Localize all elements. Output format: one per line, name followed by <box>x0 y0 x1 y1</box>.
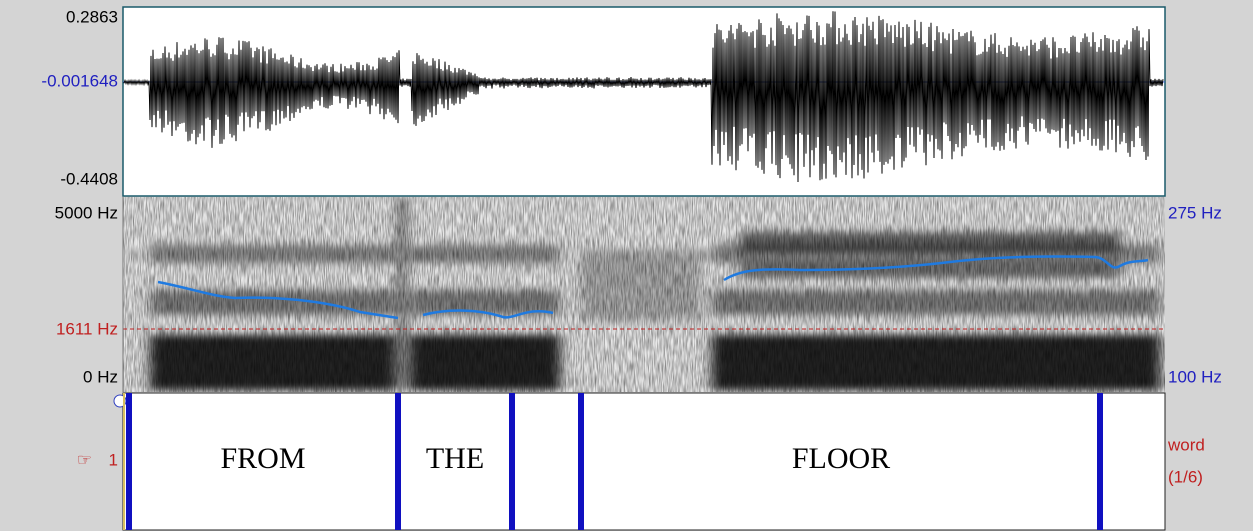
tier-marker[interactable]: ☞ <box>77 450 92 469</box>
spectrogram-max: 5000 Hz <box>55 203 118 222</box>
tier-name: word <box>1167 435 1205 454</box>
pitch-max: 275 Hz <box>1168 203 1222 222</box>
waveform-max: 0.2863 <box>66 7 118 26</box>
spectrogram-cursor: 1611 Hz <box>56 319 118 338</box>
waveform-cursor-value: -0.001648 <box>41 71 118 90</box>
spectrogram <box>123 197 1165 392</box>
interval-label[interactable]: FLOOR <box>792 442 890 475</box>
tier-count: (1/6) <box>1168 467 1203 486</box>
boundary[interactable] <box>509 393 515 530</box>
boundary[interactable] <box>126 393 132 530</box>
waveform-min: -0.4408 <box>60 169 118 188</box>
boundary[interactable] <box>578 393 584 530</box>
sound-editor: 0.2863 -0.001648 -0.4408 5000 Hz 1611 Hz… <box>0 0 1253 531</box>
boundary[interactable] <box>1097 393 1103 530</box>
tier-number: 1 <box>109 450 118 469</box>
boundary[interactable] <box>395 393 401 530</box>
pitch-min: 100 Hz <box>1168 367 1222 386</box>
spectrogram-min: 0 Hz <box>83 367 118 386</box>
spectrogram-noise <box>123 197 1165 392</box>
interval-label[interactable]: FROM <box>220 442 305 475</box>
interval-label[interactable]: THE <box>426 442 484 475</box>
page: 0.2863 -0.001648 -0.4408 5000 Hz 1611 Hz… <box>0 0 1253 531</box>
